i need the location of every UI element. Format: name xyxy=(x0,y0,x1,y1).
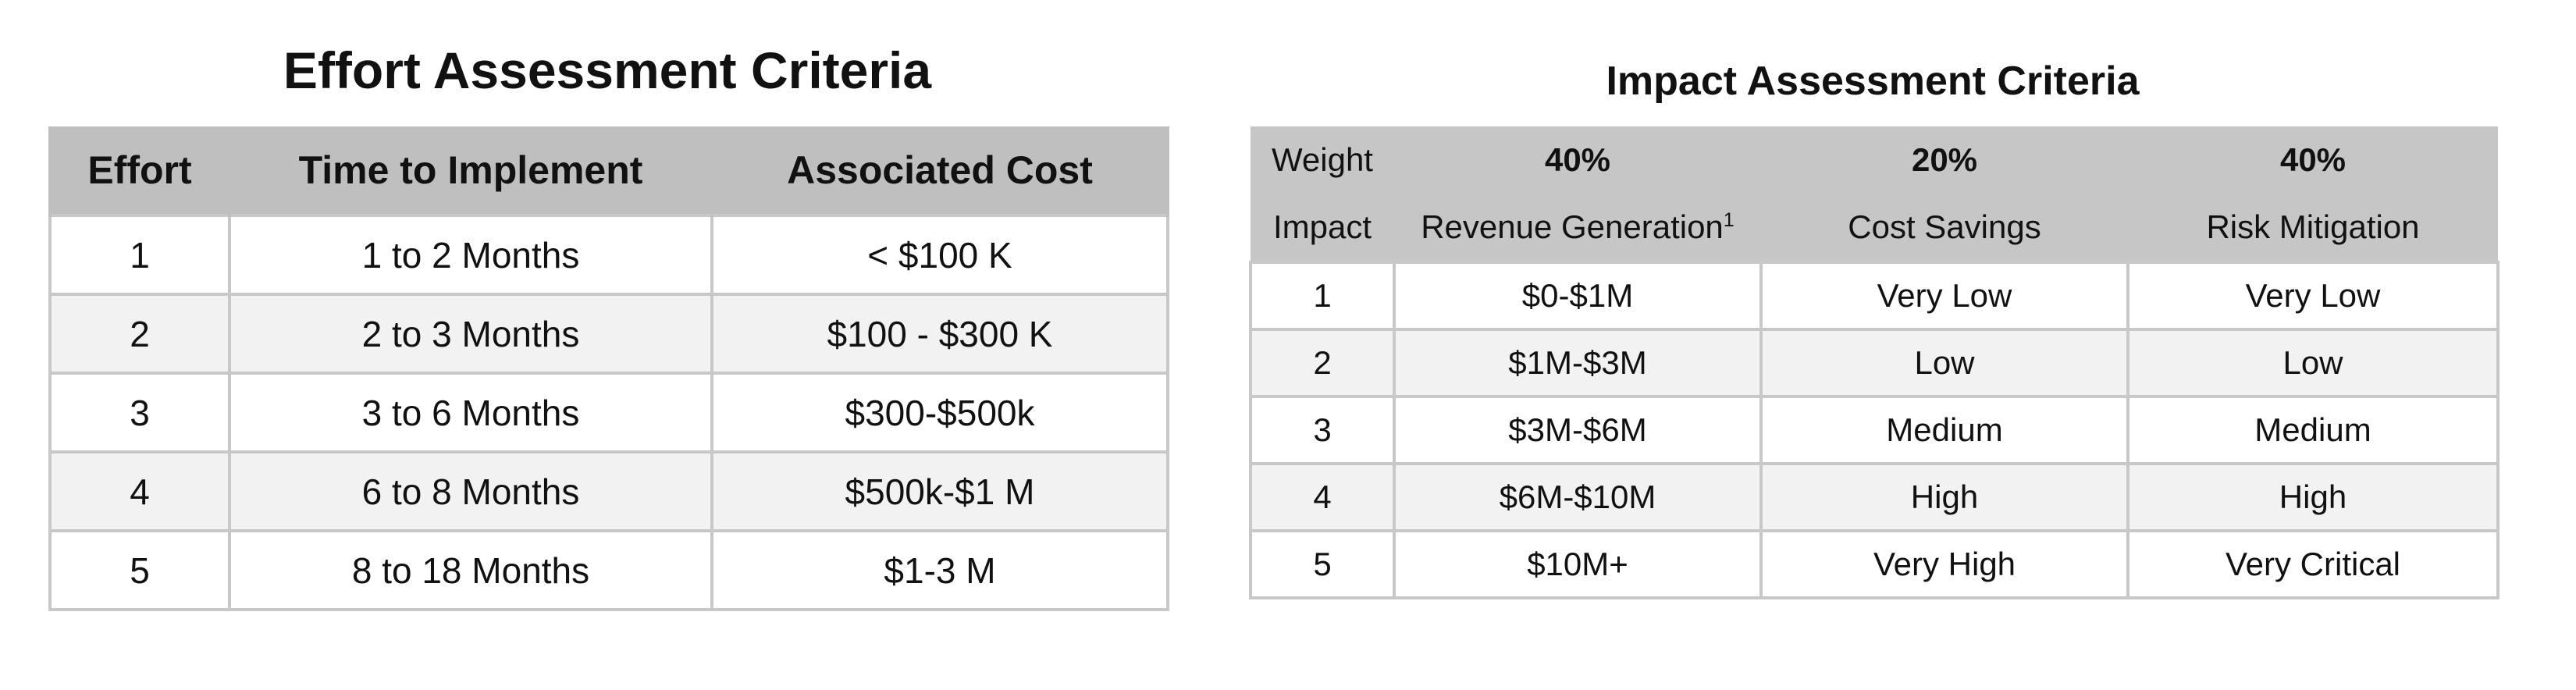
effort-cell: 3 xyxy=(48,372,231,453)
impact-header-row: Impact Revenue Generation1 Cost Savings … xyxy=(1251,194,2498,262)
effort-assessment-panel: Effort Assessment Criteria Effort Time t… xyxy=(48,34,1169,611)
revenue-cell: $6M-$10M xyxy=(1393,462,1763,532)
impact-cell: 5 xyxy=(1249,529,1396,599)
effort-header-row: Effort Time to Implement Associated Cost xyxy=(48,126,1169,215)
revenue-cell: $10M+ xyxy=(1393,529,1763,599)
risk-mitigation-cell: Medium xyxy=(2126,395,2500,465)
cost-savings-cell: Very High xyxy=(1759,529,2129,599)
table-row: 4 $6M-$10M High High xyxy=(1249,462,2500,532)
impact-table-title: Impact Assessment Criteria xyxy=(1606,59,2140,104)
table-row: 2 2 to 3 Months $100 - $300 K xyxy=(48,293,1169,375)
table-row: 2 $1M-$3M Low Low xyxy=(1249,328,2500,398)
table-row: 3 $3M-$6M Medium Medium xyxy=(1249,395,2500,465)
effort-assessment-table: Effort Time to Implement Associated Cost… xyxy=(48,126,1169,611)
risk-mitigation-cell: Very Low xyxy=(2126,261,2500,331)
impact-cell: 2 xyxy=(1249,328,1396,398)
cost-savings-cell: High xyxy=(1759,462,2129,532)
revenue-cell: $0-$1M xyxy=(1393,261,1763,331)
cost-cell: $1-3 M xyxy=(710,529,1169,611)
revenue-generation-label: Revenue Generation xyxy=(1421,208,1724,245)
cost-savings-cell: Low xyxy=(1759,328,2129,398)
impact-assessment-panel: Impact Assessment Criteria Weight 40% 20… xyxy=(1249,52,2500,599)
time-cell: 1 to 2 Months xyxy=(228,214,713,296)
time-cell: 8 to 18 Months xyxy=(228,529,713,611)
impact-cell: 1 xyxy=(1249,261,1396,331)
impact-column-header: Impact xyxy=(1251,194,1394,262)
cost-cell: $300-$500k xyxy=(710,372,1169,453)
cost-savings-cell: Medium xyxy=(1759,395,2129,465)
impact-cell: 4 xyxy=(1249,462,1396,532)
time-cell: 6 to 8 Months xyxy=(228,450,713,532)
time-cell: 2 to 3 Months xyxy=(228,293,713,375)
impact-assessment-table: Weight 40% 20% 40% Impact Revenue Genera… xyxy=(1249,126,2500,599)
cost-savings-weight: 20% xyxy=(1761,126,2128,194)
risk-mitigation-cell: Very Critical xyxy=(2126,529,2500,599)
revenue-generation-column-header: Revenue Generation1 xyxy=(1394,194,1761,262)
revenue-weight: 40% xyxy=(1394,126,1761,194)
table-row: 3 3 to 6 Months $300-$500k xyxy=(48,372,1169,453)
impact-cell: 3 xyxy=(1249,395,1396,465)
cost-savings-cell: Very Low xyxy=(1759,261,2129,331)
weight-header-row: Weight 40% 20% 40% xyxy=(1251,126,2498,194)
footnote-marker: 1 xyxy=(1723,209,1735,231)
table-row: 1 $0-$1M Very Low Very Low xyxy=(1249,261,2500,331)
effort-cell: 2 xyxy=(48,293,231,375)
table-row: 1 1 to 2 Months < $100 K xyxy=(48,214,1169,296)
cost-savings-column-header: Cost Savings xyxy=(1761,194,2128,262)
risk-mitigation-cell: Low xyxy=(2126,328,2500,398)
risk-mitigation-cell: High xyxy=(2126,462,2500,532)
risk-mitigation-column-header: Risk Mitigation xyxy=(2128,194,2498,262)
table-row: 5 8 to 18 Months $1-3 M xyxy=(48,529,1169,611)
cost-cell: $100 - $300 K xyxy=(710,293,1169,375)
associated-cost-column-header: Associated Cost xyxy=(710,126,1169,215)
effort-cell: 4 xyxy=(48,450,231,532)
cost-cell: $500k-$1 M xyxy=(710,450,1169,532)
effort-column-header: Effort xyxy=(48,126,231,215)
revenue-cell: $1M-$3M xyxy=(1393,328,1763,398)
weight-label: Weight xyxy=(1251,126,1394,194)
table-row: 5 $10M+ Very High Very Critical xyxy=(1249,529,2500,599)
revenue-cell: $3M-$6M xyxy=(1393,395,1763,465)
effort-table-title: Effort Assessment Criteria xyxy=(283,41,932,99)
time-to-implement-column-header: Time to Implement xyxy=(228,126,713,215)
table-row: 4 6 to 8 Months $500k-$1 M xyxy=(48,450,1169,532)
effort-cell: 5 xyxy=(48,529,231,611)
effort-cell: 1 xyxy=(48,214,231,296)
cost-cell: < $100 K xyxy=(710,214,1169,296)
time-cell: 3 to 6 Months xyxy=(228,372,713,453)
risk-mitigation-weight: 40% xyxy=(2128,126,2498,194)
